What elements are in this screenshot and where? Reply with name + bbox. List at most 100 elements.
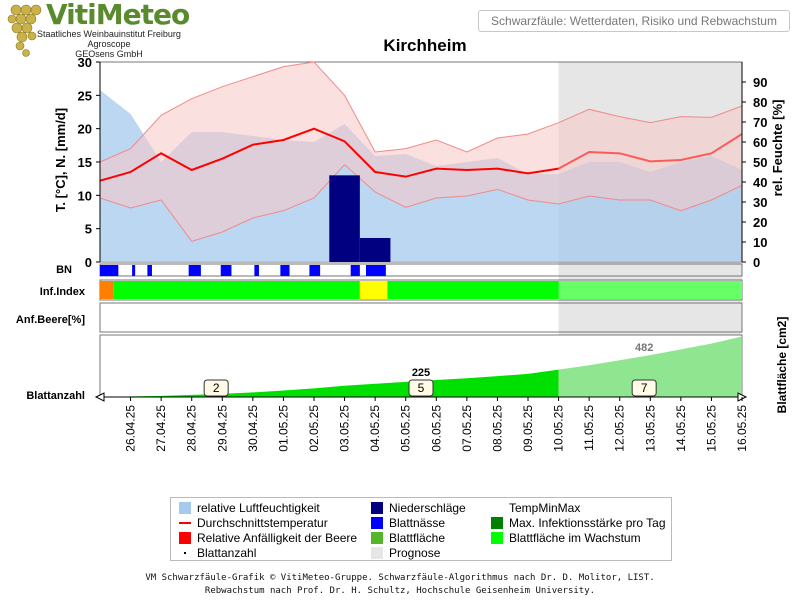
legend-label: Durchschnittstemperatur <box>197 516 328 530</box>
left-tick-label: 30 <box>78 55 92 70</box>
header-subtitle: Schwarzfäule: Wetterdaten, Risiko und Re… <box>478 10 790 32</box>
blatt-row-label: Blattanzahl <box>26 390 85 402</box>
legend-swatch <box>491 517 503 529</box>
legend-label: TempMinMax <box>509 501 581 515</box>
date-tick-label: 02.05.25 <box>307 405 321 452</box>
right-tick-label: 10 <box>753 235 767 250</box>
right-tick-label: 50 <box>753 155 767 170</box>
blattnaesse-bar <box>280 265 290 276</box>
legend-item: Max. Infektionsstärke pro Tag <box>491 516 666 530</box>
right-axis-label: rel. Feuchte [%] <box>770 100 785 197</box>
legend-label: Blattanzahl <box>197 546 257 560</box>
date-tick-label: 01.05.25 <box>276 405 290 452</box>
right-tick-label: 60 <box>753 135 767 150</box>
date-tick-label: 10.05.25 <box>552 405 566 452</box>
blattanzahl-badge-label: 2 <box>213 381 220 395</box>
blattflaeche-axis-label: Blattfläche [cm2] <box>775 317 789 414</box>
legend-label: Blattfläche <box>389 531 446 545</box>
footer-line-1: VM Schwarzfäule-Grafik © VitiMeteo-Grupp… <box>145 573 655 583</box>
legend-swatch <box>371 547 383 559</box>
leaf-area <box>100 369 559 397</box>
legend-item: Blattnässe <box>371 516 445 530</box>
legend-item: Durchschnittstemperatur <box>179 516 328 530</box>
date-tick-label: 04.05.25 <box>368 405 382 452</box>
blattanzahl-badge <box>408 379 434 397</box>
blattanzahl-badge-label: 7 <box>641 381 648 395</box>
legend-swatch <box>371 502 383 514</box>
axis-arrow-left-icon <box>94 392 105 402</box>
blattnaesse-bar <box>132 265 136 276</box>
leaf-area-forecast <box>558 336 742 397</box>
date-tick-label: 14.05.25 <box>674 405 688 452</box>
precip-bar <box>359 238 391 262</box>
blattflaeche-annotation: 225 <box>412 367 430 379</box>
right-tick-label: 20 <box>753 215 767 230</box>
legend: relative Luftfeuchtigkeit Niederschläge Te… <box>170 497 672 561</box>
date-tick-label: 03.05.25 <box>338 405 352 452</box>
legend-swatch <box>179 532 191 544</box>
inf-index-bar <box>359 281 388 299</box>
left-tick-label: 5 <box>85 222 92 237</box>
logo-line-3: GEOsens GmbH <box>75 49 143 59</box>
blattanzahl-badge-label: 5 <box>418 381 425 395</box>
logo-line-1: Staatliches Weinbauinstitut Freiburg <box>37 29 181 39</box>
legend-item: Blattfläche <box>371 531 445 545</box>
blattnaesse-bar <box>188 265 201 276</box>
legend-label: Blattfläche im Wachstum <box>509 531 641 545</box>
blattnaesse-bar <box>100 265 119 276</box>
blattflaeche-annotation: 482 <box>635 342 653 354</box>
right-tick-label: 70 <box>753 115 767 130</box>
left-tick-label: 25 <box>78 88 92 103</box>
left-tick-label: 15 <box>78 155 92 170</box>
legend-label: relative Luftfeuchtigkeit <box>197 501 320 515</box>
avg-temp-line <box>99 127 559 182</box>
right-tick-label: 0 <box>753 255 760 270</box>
legend-item: Blattfläche im Wachstum <box>491 531 641 545</box>
date-tick-label: 29.04.25 <box>215 405 229 452</box>
left-tick-label: 10 <box>78 188 92 203</box>
inf-index-bar <box>113 281 360 299</box>
avg-temp-forecast-line <box>558 133 743 170</box>
legend-item: Niederschläge <box>371 501 466 515</box>
chart-title: Kirchheim <box>383 36 467 55</box>
legend-item: TempMinMax <box>491 501 580 515</box>
logo-title: VitiMeteo <box>46 0 190 31</box>
grape-logo-icon <box>7 4 42 57</box>
legend-swatch <box>371 517 383 529</box>
legend-swatch <box>179 502 191 514</box>
footer-line-2: Rebwachstum nach Prof. Dr. H. Schultz, H… <box>204 586 596 596</box>
date-tick-label: 07.05.25 <box>460 405 474 452</box>
legend-item: relative Luftfeuchtigkeit <box>179 501 320 515</box>
logo-line-2: Agroscope <box>87 39 131 49</box>
legend-label: Relative Anfälligkeit der Beere <box>197 531 358 545</box>
date-tick-label: 27.04.25 <box>154 405 168 452</box>
date-tick-label: 12.05.25 <box>613 405 627 452</box>
blattnaesse-bar <box>220 265 232 276</box>
right-tick-label: 40 <box>753 175 767 190</box>
legend-item: Blattanzahl <box>179 546 256 560</box>
inf-index-bar <box>100 281 114 299</box>
inf-index-bar <box>387 281 742 299</box>
date-tick-label: 16.05.25 <box>735 405 749 452</box>
date-tick-label: 08.05.25 <box>490 405 504 452</box>
inf-row-label: Inf.Index <box>40 286 86 298</box>
date-tick-label: 05.05.25 <box>399 405 413 452</box>
date-tick-label: 15.05.25 <box>704 405 718 452</box>
blattnaesse-bar <box>365 265 386 276</box>
date-tick-label: 06.05.25 <box>429 405 443 452</box>
left-tick-label: 20 <box>78 122 92 137</box>
date-tick-label: 09.05.25 <box>521 405 535 452</box>
precip-bar <box>329 175 360 262</box>
right-tick-label: 30 <box>753 195 767 210</box>
legend-label: Blattnässe <box>389 516 446 530</box>
legend-label: Max. Infektionsstärke pro Tag <box>509 516 666 530</box>
date-tick-label: 11.05.25 <box>582 405 596 451</box>
inf-forecast-overlay <box>558 281 742 299</box>
legend-label: Niederschläge <box>389 501 466 515</box>
blattnaesse-bar <box>254 265 259 276</box>
left-tick-label: 0 <box>85 255 92 270</box>
legend-swatch <box>184 552 186 554</box>
blattnaesse-bar <box>309 265 321 276</box>
